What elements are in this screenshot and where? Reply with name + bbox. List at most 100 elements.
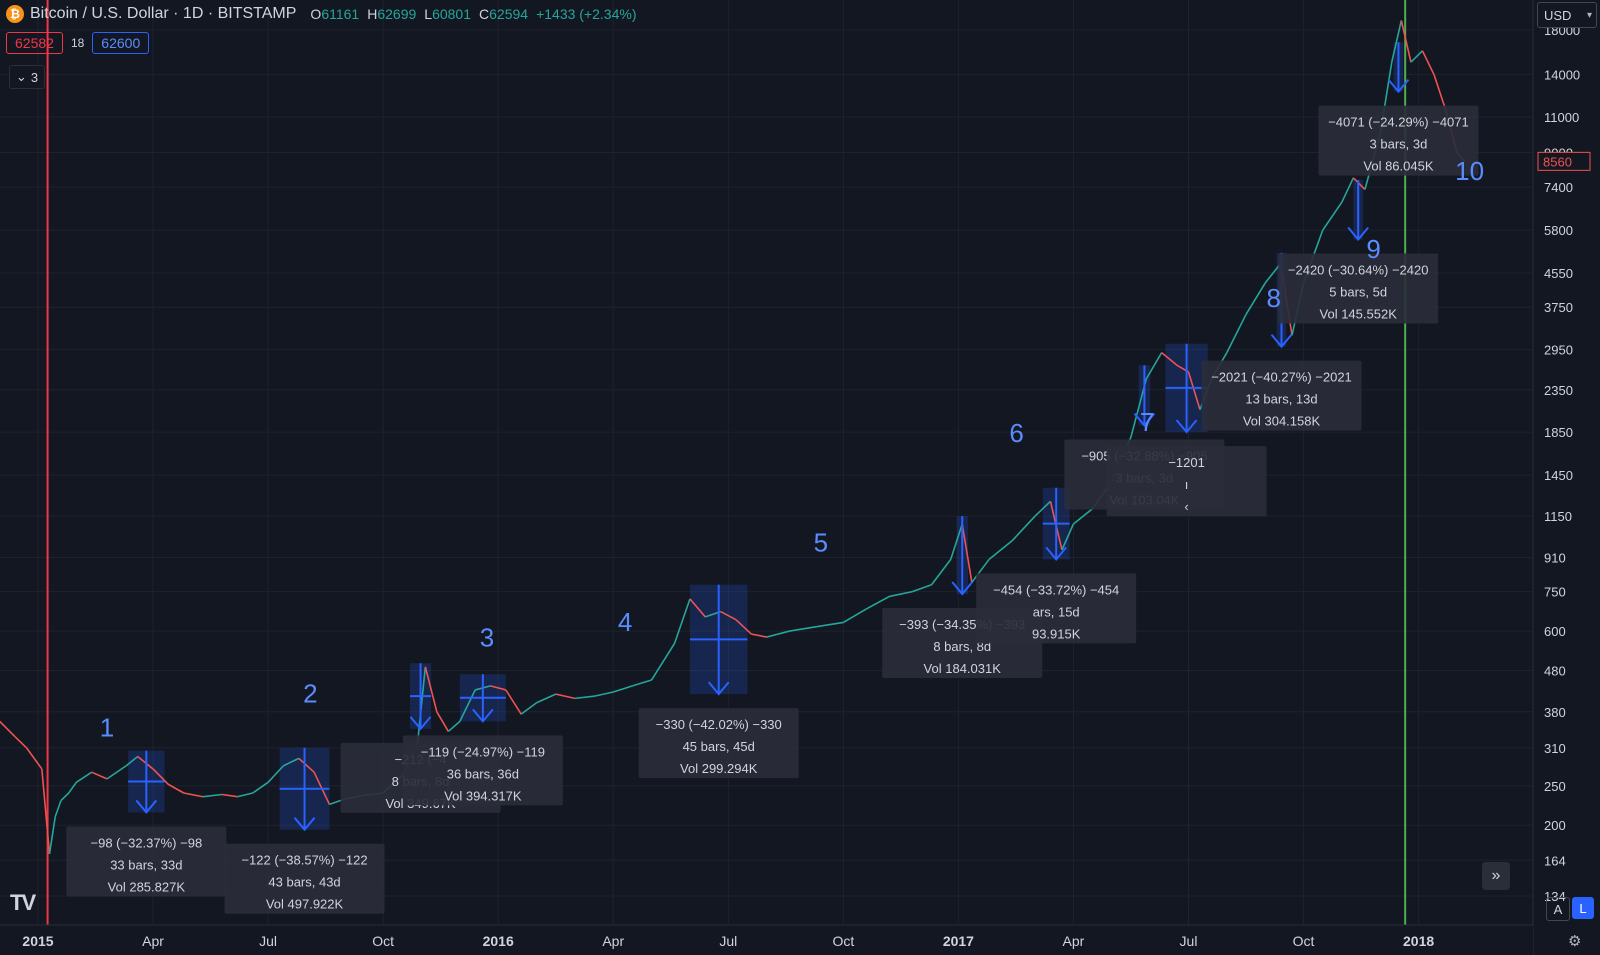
time-axis-bg: [0, 925, 1533, 955]
measure-label-line: Vol 304.158K: [1243, 414, 1321, 429]
time-tick: Oct: [832, 933, 854, 949]
price-segment: [252, 781, 269, 794]
price-segment: [789, 625, 817, 632]
wave-label-4: 4: [618, 607, 632, 637]
price-segment: [91, 771, 108, 780]
arrow-head: [135, 799, 158, 815]
measure-label-bg: [66, 826, 227, 897]
price-segment: [0, 720, 16, 738]
price-segment: [961, 523, 973, 583]
price-segment: [48, 816, 57, 855]
price-segment: [632, 679, 652, 687]
low-value: 60801: [432, 6, 472, 22]
scroll-to-realtime-button[interactable]: »: [1482, 862, 1510, 890]
price-segment: [971, 558, 990, 583]
price-segment: [447, 720, 461, 733]
time-tick: Jul: [719, 933, 737, 949]
price-segment: [1264, 263, 1282, 284]
arrow-head: [293, 817, 316, 832]
price-tick: 480: [1544, 664, 1566, 679]
price-segment: [1187, 371, 1201, 410]
wave-label-1: 1: [100, 713, 114, 743]
price-segment: [1421, 50, 1435, 75]
time-tick: Oct: [1293, 933, 1315, 949]
price-tick: 1850: [1544, 425, 1573, 440]
auto-scale-button[interactable]: A: [1546, 897, 1570, 921]
price-tick: 14000: [1544, 67, 1580, 82]
arrow-head: [409, 716, 432, 731]
symbol-title[interactable]: Bitcoin / U.S. Dollar · 1D · BITSTAMP: [30, 5, 297, 22]
price-segment: [1161, 352, 1178, 366]
price-tick: 164: [1544, 853, 1566, 868]
price-segment: [689, 598, 706, 618]
price-segment: [1145, 352, 1163, 380]
price-tick: 1450: [1544, 468, 1573, 483]
time-tick: 2017: [943, 933, 974, 949]
measure-arrow-12: [1387, 42, 1410, 94]
measure-label-line: 33 bars, 33d: [110, 857, 182, 872]
measure-label-1: −98 (−32.37%) −98 33 bars, 33d Vol 285.827…: [66, 826, 227, 897]
measure-label-10: −2021 (−40.27%) −2021 13 bars, 13d Vol 304…: [1201, 360, 1362, 431]
measure-label-bg: [224, 843, 385, 914]
log-scale-button[interactable]: L: [1572, 897, 1594, 919]
price-segment: [889, 590, 913, 598]
price-segment: [1410, 50, 1423, 63]
last-price-tag: [1537, 151, 1591, 171]
measure-label-line: 36 bars, 36d: [447, 766, 519, 781]
gear-icon[interactable]: ⚙: [1568, 933, 1582, 950]
time-tick: Oct: [372, 933, 394, 949]
measure-label-line: Vol 145.552K: [1320, 307, 1398, 322]
arrow-head: [1045, 546, 1067, 561]
measure-label-line: 45 bars, 45d: [683, 739, 755, 754]
measure-arrow-11: [1347, 180, 1369, 242]
wave-label-3: 3: [480, 622, 494, 652]
tradingview-logo: TV: [10, 890, 36, 915]
measure-label-line: −122 (−38.57%) −122: [241, 853, 367, 868]
time-tick: Jul: [1180, 933, 1198, 949]
price-segment: [60, 792, 70, 802]
price-segment: [593, 691, 614, 698]
price-segment: [1390, 20, 1403, 63]
price-segment: [505, 689, 522, 715]
sell-price-button[interactable]: 62582: [6, 32, 63, 54]
measure-label-line: Vol 184.031K: [924, 661, 1002, 676]
price-segment: [459, 689, 476, 722]
time-tick: Apr: [142, 933, 164, 949]
measure-label-line: 43 bars, 43d: [268, 875, 340, 890]
arrow-head: [1270, 334, 1293, 349]
measure-label-5: −330 (−42.02%) −330 45 bars, 45d Vol 299.2…: [638, 708, 799, 779]
price-segment: [751, 633, 767, 638]
price-segment: [735, 619, 752, 635]
price-tick: 2950: [1544, 343, 1573, 358]
price-segment: [1433, 74, 1447, 110]
price-segment: [68, 781, 78, 794]
measure-label-line: Vol 497.922K: [266, 897, 344, 912]
price-segment: [930, 558, 952, 586]
currency-label: USD: [1544, 7, 1572, 23]
change-value: +1433 (+2.34%): [536, 6, 637, 22]
price-segment: [949, 523, 963, 560]
price-segment: [613, 685, 633, 693]
price-segment: [1034, 500, 1051, 517]
measure-label-line: 3 bars, 3d: [1370, 137, 1428, 152]
high-value: 62699: [377, 6, 417, 22]
price-segment: [1245, 282, 1266, 315]
measure-label-12: −4071 (−24.29%) −4071 3 bars, 3d Vol 86.04…: [1318, 105, 1479, 176]
time-tick: 2015: [22, 933, 53, 949]
price-tick: 7400: [1544, 180, 1573, 195]
currency-select[interactable]: USD ▾: [1537, 2, 1597, 28]
price-tick: 134: [1544, 889, 1566, 904]
last-price-value: 8560: [1543, 154, 1572, 169]
measure-label-line: −98 (−32.37%) −98: [91, 835, 203, 850]
measure-label-line: ı: [1185, 477, 1189, 492]
indicators-collapse-button[interactable]: ⌄ 3: [9, 65, 45, 89]
arrow-head: [1133, 412, 1156, 428]
price-segment: [54, 800, 62, 817]
measure-arrow-9: [1165, 343, 1208, 434]
measure-label-bg: [1201, 360, 1362, 431]
price-segment: [125, 755, 139, 767]
price-segment: [436, 711, 450, 732]
buy-price-button[interactable]: 62600: [92, 32, 150, 54]
measure-label-line: 13 bars, 13d: [1245, 392, 1317, 407]
